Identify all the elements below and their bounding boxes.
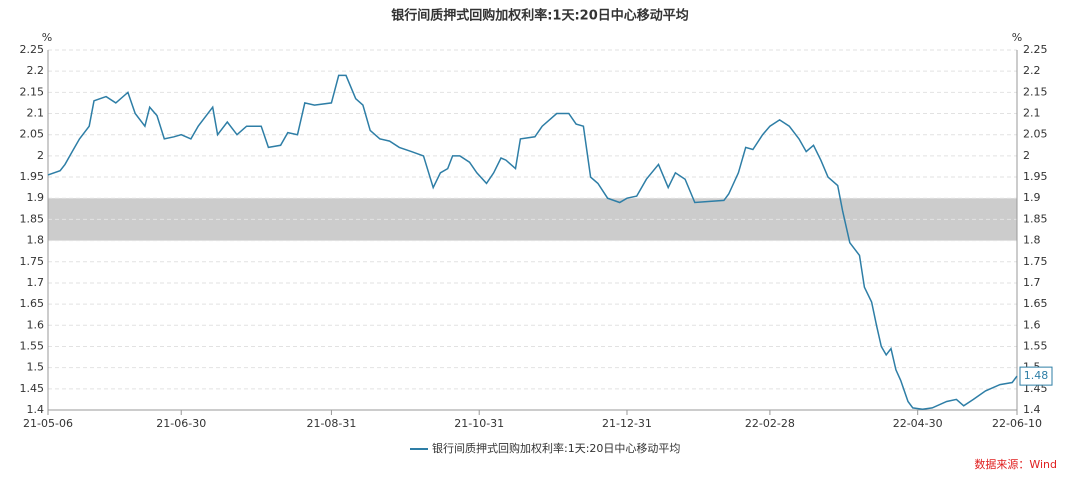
- x-tick-label: 22-02-28: [745, 417, 795, 430]
- x-tick-label: 21-10-31: [454, 417, 504, 430]
- y-tick-label: 1.55: [20, 339, 45, 352]
- y2-tick-label: 1.65: [1023, 297, 1048, 310]
- y2-tick-label: 2.15: [1023, 85, 1048, 98]
- y-tick-label: 1.75: [20, 255, 45, 268]
- value-label-box: [1019, 366, 1053, 386]
- value-label: 1.48: [1024, 369, 1049, 382]
- y-tick-label: 1.9: [27, 191, 45, 204]
- y2-tick-label: 1.75: [1023, 255, 1048, 268]
- y2-tick-label: 2.05: [1023, 128, 1048, 141]
- y-tick-label: 2.15: [20, 85, 45, 98]
- y2-tick-label: 1.9: [1023, 191, 1041, 204]
- y-tick-label: 1.45: [20, 382, 45, 395]
- y-tick-label: 2: [37, 149, 44, 162]
- x-tick-label: 21-08-31: [306, 417, 356, 430]
- y2-unit: %: [1012, 31, 1022, 44]
- x-tick-label: 21-05-06: [23, 417, 73, 430]
- source-note: 数据来源：Wind: [974, 457, 1057, 471]
- x-tick-label: 21-06-30: [156, 417, 206, 430]
- y-tick-label: 1.65: [20, 297, 45, 310]
- y2-tick-label: 1.4: [1023, 403, 1041, 416]
- y2-tick-label: 2: [1023, 149, 1030, 162]
- x-tick-label: 22-04-30: [893, 417, 943, 430]
- y2-tick-label: 1.8: [1023, 234, 1041, 247]
- y2-tick-label: 1.7: [1023, 276, 1041, 289]
- y-tick-label: 2.25: [20, 43, 45, 56]
- legend-label: 银行间质押式回购加权利率:1天:20日中心移动平均: [432, 441, 680, 455]
- y-tick-label: 1.95: [20, 170, 45, 183]
- y-tick-label: 1.8: [27, 234, 45, 247]
- y2-tick-label: 1.85: [1023, 212, 1048, 225]
- y2-tick-label: 2.25: [1023, 43, 1048, 56]
- y2-tick-label: 2.1: [1023, 107, 1041, 120]
- y-tick-label: 1.7: [27, 276, 45, 289]
- x-tick-label: 21-12-31: [602, 417, 652, 430]
- chart-title: 银行间质押式回购加权利率:1天:20日中心移动平均: [391, 8, 689, 24]
- y2-tick-label: 1.95: [1023, 170, 1048, 183]
- data-line: [47, 74, 1018, 410]
- y2-tick-label: 2.2: [1023, 64, 1041, 77]
- y-tick-label: 2.2: [27, 64, 45, 77]
- y-tick-label: 2.1: [27, 107, 45, 120]
- y2-tick-label: 1.55: [1023, 339, 1048, 352]
- y-tick-label: 1.4: [27, 403, 45, 416]
- y-tick-label: 2.05: [20, 128, 45, 141]
- y2-tick-label: 1.6: [1023, 318, 1041, 331]
- y-tick-label: 1.5: [27, 361, 45, 374]
- y-tick-label: 1.85: [20, 212, 45, 225]
- x-tick-label: 22-06-10: [992, 417, 1042, 430]
- y-unit: %: [42, 31, 52, 44]
- y-tick-label: 1.6: [27, 318, 45, 331]
